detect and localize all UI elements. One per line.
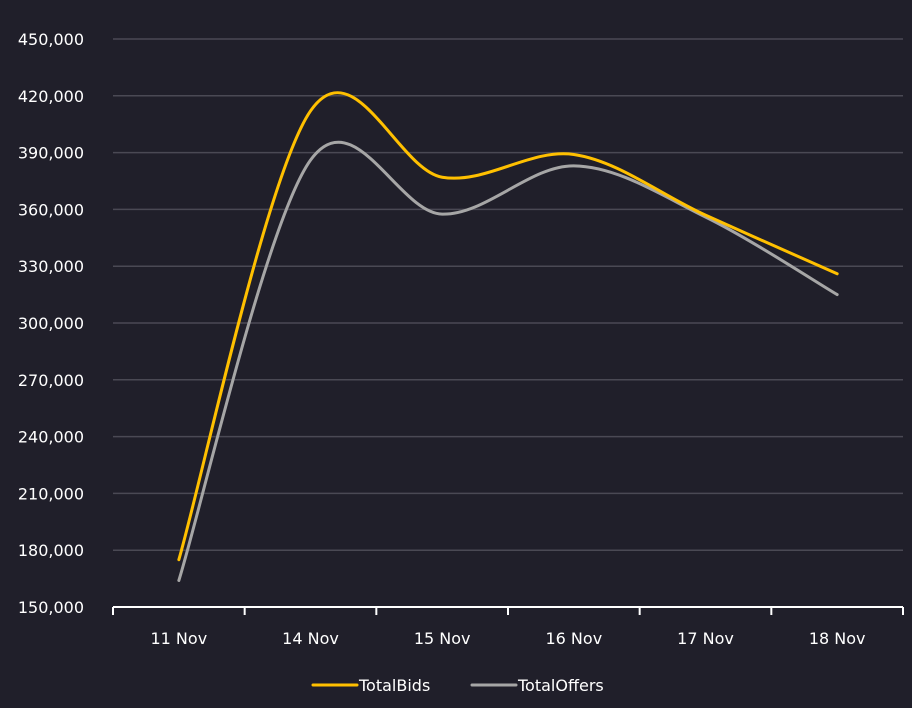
y-tick-label: 450,000 — [18, 30, 84, 49]
x-tick-label: 11 Nov — [150, 629, 207, 648]
y-tick-label: 240,000 — [18, 428, 84, 447]
legend-label: TotalBids — [358, 676, 430, 695]
x-tick-label: 15 Nov — [414, 629, 471, 648]
y-tick-label: 210,000 — [18, 484, 84, 503]
y-tick-label: 360,000 — [18, 200, 84, 219]
series-line-totalbids — [177, 91, 839, 562]
y-tick-label: 150,000 — [18, 598, 84, 617]
y-tick-label: 300,000 — [18, 314, 84, 333]
y-tick-label: 270,000 — [18, 371, 84, 390]
x-tick-label: 17 Nov — [677, 629, 734, 648]
series-line-totaloffers — [177, 140, 839, 582]
y-tick-label: 180,000 — [18, 541, 84, 560]
x-tick-label: 14 Nov — [282, 629, 339, 648]
y-tick-label: 330,000 — [18, 257, 84, 276]
legend-label: TotalOffers — [517, 676, 604, 695]
x-tick-label: 16 Nov — [545, 629, 602, 648]
y-tick-label: 420,000 — [18, 87, 84, 106]
x-tick-label: 18 Nov — [809, 629, 866, 648]
y-tick-label: 390,000 — [18, 144, 84, 163]
